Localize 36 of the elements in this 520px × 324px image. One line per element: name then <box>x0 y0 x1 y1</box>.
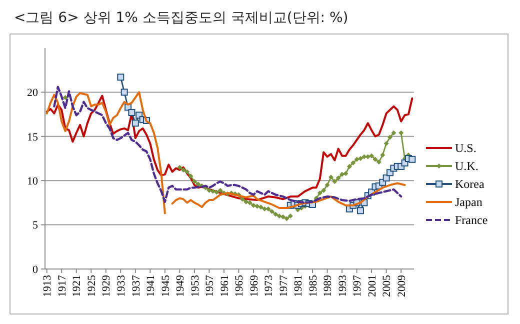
legend-label: Korea <box>455 177 485 192</box>
y-tick-label: 5 <box>32 220 38 232</box>
y-tick-label: 0 <box>32 264 38 276</box>
x-tick-label: 1929 <box>100 274 113 297</box>
x-tick-label: 1921 <box>71 275 84 297</box>
legend-label: France <box>455 213 488 228</box>
legend-label: U.K. <box>455 159 478 174</box>
y-tick-label: 20 <box>27 87 38 100</box>
x-tick-label: 1993 <box>336 274 349 297</box>
x-tick-label: 1997 <box>352 274 364 297</box>
chart-title: <그림 6> 상위 1% 소득집중도의 국제비교(단위: %) <box>14 10 348 26</box>
x-tick-label: 1965 <box>234 274 246 297</box>
x-tick-label: 1957 <box>204 274 216 297</box>
x-tick-label: 1985 <box>307 274 320 297</box>
x-tick-label: 1969 <box>248 274 260 297</box>
x-tick-label: 2009 <box>396 274 408 297</box>
x-tick-label: 1977 <box>278 274 290 297</box>
x-tick-label: 1945 <box>160 274 172 297</box>
x-tick-label: 1925 <box>86 274 98 297</box>
x-tick-label: 1933 <box>115 274 128 297</box>
x-tick-label: 1973 <box>263 274 276 297</box>
x-tick-label: 1953 <box>189 274 202 297</box>
x-tick-label: 1937 <box>130 274 142 297</box>
x-tick-label: 2001 <box>366 275 378 297</box>
x-tick-label: 1949 <box>174 274 187 297</box>
x-tick-label: 1981 <box>292 275 305 297</box>
x-tick-label: 1961 <box>218 275 231 297</box>
x-tick-label: 2005 <box>381 274 394 297</box>
y-tick-label: 15 <box>27 131 38 144</box>
x-tick-label: 1989 <box>322 274 334 297</box>
x-tick-label: 1917 <box>56 274 68 297</box>
x-tick-label: 1941 <box>145 275 158 297</box>
x-tick-label: 1913 <box>42 274 54 297</box>
legend-label: Japan <box>455 195 482 210</box>
legend-label: U.S. <box>455 141 476 156</box>
y-tick-label: 10 <box>27 175 38 188</box>
